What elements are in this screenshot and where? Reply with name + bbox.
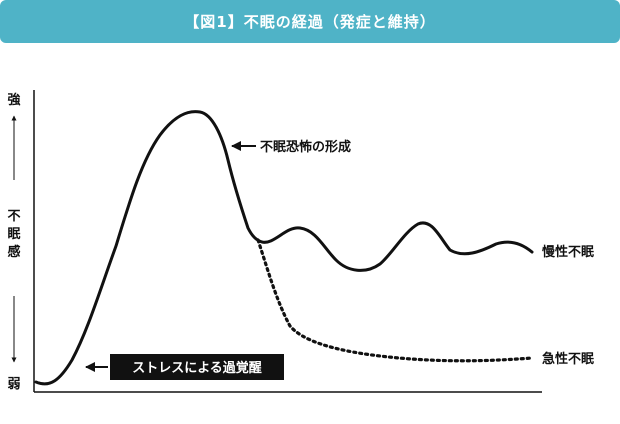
figure-header: 【図1】不眠の経過（発症と維持） [0, 0, 620, 43]
y-axis-strong-label: 強 [7, 92, 20, 108]
y-axis-weak-label: 弱 [7, 376, 20, 392]
y-axis-label-char-2: 眠 [7, 227, 20, 242]
trigger-callout-box [110, 354, 284, 380]
chronic-insomnia-curve [34, 110, 534, 386]
fear-formation-label: 不眠恐怖の形成 [260, 139, 351, 155]
figure-title: 【図1】不眠の経過（発症と維持） [184, 13, 436, 31]
y-axis-label-char-3: 感 [7, 244, 20, 260]
y-axis-label-char-1: 不 [7, 209, 20, 224]
acute-insomnia-curve [256, 238, 534, 363]
acute-insomnia-label: 急性不眠 [542, 351, 594, 367]
stress-arousal-label: ストレスによる過覚醒 [132, 360, 262, 376]
chronic-insomnia-label: 慢性不眠 [542, 244, 594, 260]
